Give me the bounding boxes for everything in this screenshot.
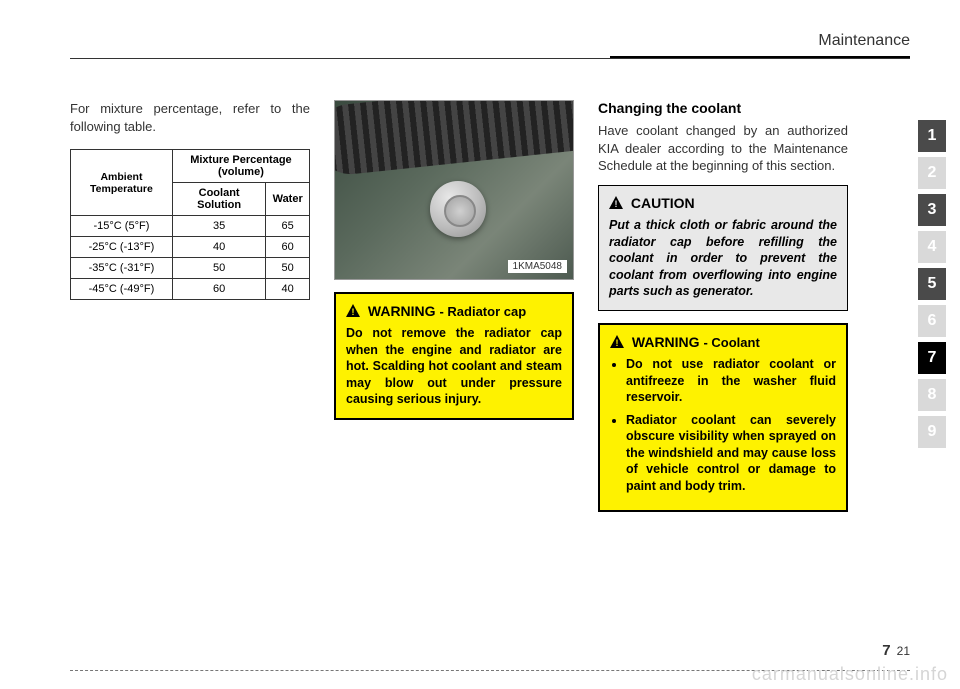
divider: [70, 58, 910, 59]
content-columns: For mixture percentage, refer to the fol…: [70, 100, 910, 512]
mixture-table: Ambient Temperature Mixture Percentage (…: [70, 149, 310, 300]
tab-5: 5: [918, 268, 946, 300]
warning-subtitle: - Coolant: [703, 335, 759, 350]
warning-coolant: ! WARNING - Coolant Do not use radiator …: [598, 323, 848, 512]
caution-box: ! CAUTION Put a thick cloth or fabric ar…: [598, 185, 848, 311]
cell-coolant: 50: [172, 258, 265, 279]
svg-text:!: !: [352, 307, 355, 317]
page: Maintenance For mixture percentage, refe…: [0, 0, 960, 689]
warning-body: Do not remove the radiator cap when the …: [346, 325, 562, 408]
table-row: -15°C (5°F) 35 65: [71, 216, 310, 237]
divider-heavy: [610, 56, 910, 58]
cell-water: 65: [266, 216, 310, 237]
watermark: carmanualsonline.info: [752, 664, 948, 685]
cell-coolant: 60: [172, 279, 265, 300]
intro-text: For mixture percentage, refer to the fol…: [70, 100, 310, 135]
list-item: Radiator coolant can severely obscure vi…: [626, 412, 836, 495]
chapter-tabs: 1 2 3 4 5 6 7 8 9: [918, 120, 946, 453]
caution-icon: !: [609, 195, 623, 213]
table-row: -45°C (-49°F) 60 40: [71, 279, 310, 300]
subheading-changing-coolant: Changing the coolant: [598, 100, 848, 116]
cell-water: 60: [266, 237, 310, 258]
tab-7: 7: [918, 342, 946, 374]
tab-8: 8: [918, 379, 946, 411]
warning-icon: !: [610, 334, 624, 352]
svg-text:!: !: [615, 199, 618, 209]
body-text: Have coolant changed by an authorized KI…: [598, 122, 848, 175]
tab-9: 9: [918, 416, 946, 448]
tab-6: 6: [918, 305, 946, 337]
radiator-photo: 1KMA5048: [334, 100, 574, 280]
cell-temp: -35°C (-31°F): [71, 258, 173, 279]
list-item: Do not use radiator coolant or antifreez…: [626, 356, 836, 406]
caution-title: CAUTION: [631, 195, 695, 211]
cell-coolant: 35: [172, 216, 265, 237]
svg-text:!: !: [616, 338, 619, 348]
warning-radiator-cap: ! WARNING - Radiator cap Do not remove t…: [334, 292, 574, 420]
section-title: Maintenance: [818, 32, 910, 50]
tab-1: 1: [918, 120, 946, 152]
tab-3: 3: [918, 194, 946, 226]
chapter-num: 7: [882, 642, 890, 659]
column-middle: 1KMA5048 ! WARNING - Radiator cap Do not…: [334, 100, 574, 512]
warning-subtitle: - Radiator cap: [439, 304, 526, 319]
cell-temp: -15°C (5°F): [71, 216, 173, 237]
radiator-cap-graphic: [430, 181, 486, 237]
table-corner: Ambient Temperature: [71, 150, 173, 216]
cell-temp: -45°C (-49°F): [71, 279, 173, 300]
tab-4: 4: [918, 231, 946, 263]
table-sub-water: Water: [266, 183, 310, 216]
column-left: For mixture percentage, refer to the fol…: [70, 100, 310, 512]
table-row: -35°C (-31°F) 50 50: [71, 258, 310, 279]
warning-title: WARNING: [632, 334, 700, 350]
table-span-header: Mixture Percentage (volume): [172, 150, 309, 183]
page-header: Maintenance: [70, 30, 910, 70]
table-sub-coolant: Coolant Solution: [172, 183, 265, 216]
page-number: 7 21: [882, 642, 910, 659]
warning-icon: !: [346, 303, 360, 321]
warning-list: Do not use radiator coolant or antifreez…: [610, 356, 836, 494]
caution-body: Put a thick cloth or fabric around the r…: [609, 217, 837, 300]
table-row: -25°C (-13°F) 40 60: [71, 237, 310, 258]
hose-graphic: [334, 100, 574, 178]
warning-title: WARNING: [368, 303, 436, 319]
cell-water: 40: [266, 279, 310, 300]
column-right: Changing the coolant Have coolant change…: [598, 100, 848, 512]
cell-coolant: 40: [172, 237, 265, 258]
warning-heading: ! WARNING - Coolant: [610, 333, 836, 352]
cell-water: 50: [266, 258, 310, 279]
photo-id: 1KMA5048: [508, 260, 567, 273]
warning-heading: ! WARNING - Radiator cap: [346, 302, 562, 321]
cell-temp: -25°C (-13°F): [71, 237, 173, 258]
tab-2: 2: [918, 157, 946, 189]
page-num: 21: [897, 644, 910, 658]
caution-heading: ! CAUTION: [609, 194, 837, 213]
